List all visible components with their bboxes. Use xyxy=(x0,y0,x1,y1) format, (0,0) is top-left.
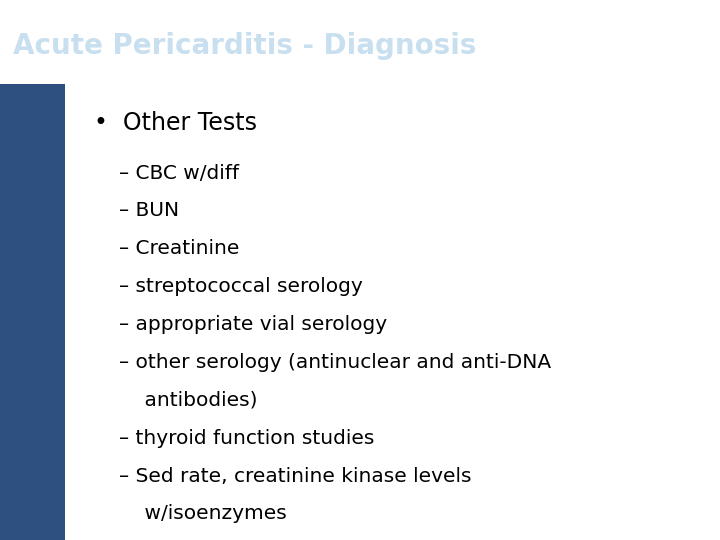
Text: – streptococcal serology: – streptococcal serology xyxy=(119,277,363,296)
Bar xyxy=(0,84,65,540)
Text: – CBC w/diff: – CBC w/diff xyxy=(119,164,239,183)
Text: Acute Pericarditis - Diagnosis: Acute Pericarditis - Diagnosis xyxy=(13,32,477,60)
Text: – appropriate vial serology: – appropriate vial serology xyxy=(119,315,387,334)
Text: •  Other Tests: • Other Tests xyxy=(94,111,256,135)
Text: – thyroid function studies: – thyroid function studies xyxy=(119,429,374,448)
Text: – Sed rate, creatinine kinase levels: – Sed rate, creatinine kinase levels xyxy=(119,467,472,485)
Text: – other serology (antinuclear and anti-DNA: – other serology (antinuclear and anti-D… xyxy=(119,353,551,372)
Text: w/isoenzymes: w/isoenzymes xyxy=(119,504,287,523)
Text: – Creatinine: – Creatinine xyxy=(119,239,239,258)
Text: antibodies): antibodies) xyxy=(119,391,257,410)
Text: – BUN: – BUN xyxy=(119,201,179,220)
